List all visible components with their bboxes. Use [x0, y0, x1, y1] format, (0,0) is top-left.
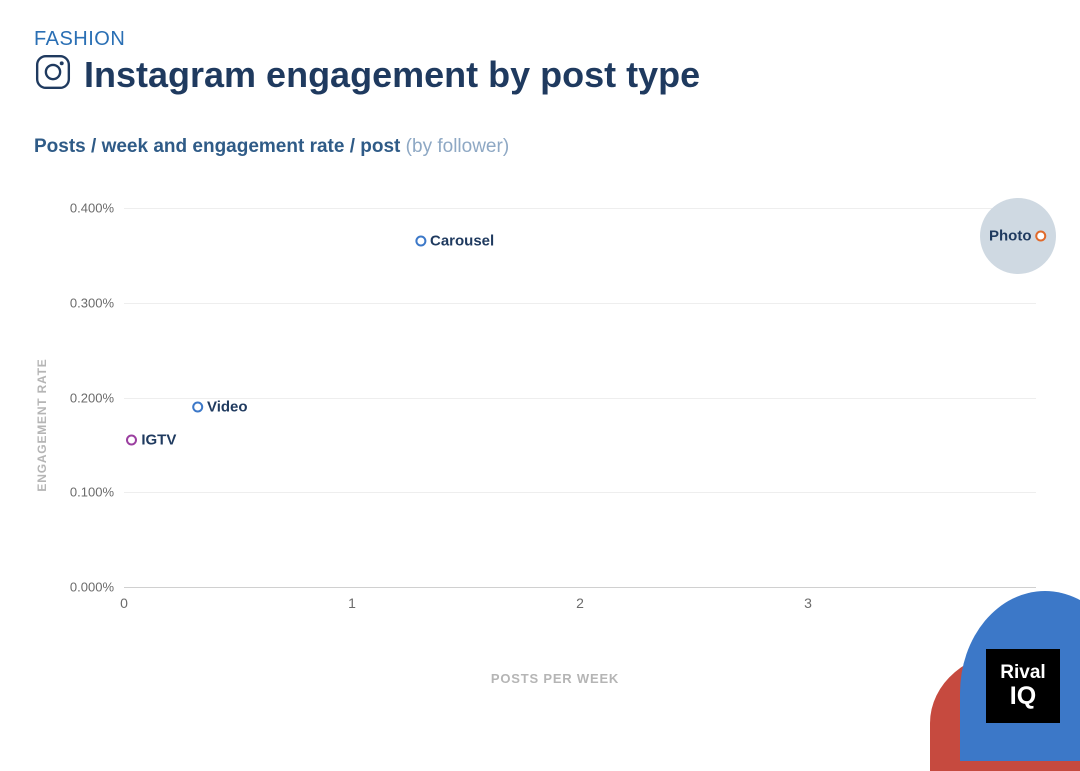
- scatter-chart: ENGAGEMENT RATE 0.000%0.100%0.200%0.300%…: [64, 208, 1046, 628]
- page-title: Instagram engagement by post type: [84, 54, 700, 96]
- subtitle-dim: (by follower): [406, 136, 509, 157]
- x-tick-label: 0: [120, 587, 128, 611]
- x-tick-label: 3: [804, 587, 812, 611]
- x-tick-label: 4: [1032, 587, 1040, 611]
- plot-area: 0.000%0.100%0.200%0.300%0.400%01234IGTVV…: [124, 208, 1036, 588]
- logo-blob-red: [930, 651, 1080, 771]
- data-point: IGTV: [126, 432, 176, 449]
- data-point: Photo: [989, 228, 1047, 245]
- y-tick-label: 0.400%: [70, 201, 124, 216]
- rivaliq-logo: Rival IQ: [986, 649, 1060, 723]
- marker-icon: [126, 435, 137, 446]
- title-row: Instagram engagement by post type: [34, 53, 1046, 96]
- gridline: [124, 303, 1036, 304]
- data-point: Video: [192, 398, 248, 415]
- subtitle-strong: Posts / week and engagement rate / post: [34, 136, 400, 157]
- y-tick-label: 0.000%: [70, 580, 124, 595]
- point-label: Video: [207, 398, 248, 415]
- gridline: [124, 208, 1036, 209]
- y-tick-label: 0.100%: [70, 485, 124, 500]
- marker-icon: [192, 401, 203, 412]
- chart-subtitle: Posts / week and engagement rate / post …: [34, 136, 1046, 158]
- data-point: Carousel: [415, 233, 494, 250]
- point-label: Carousel: [430, 233, 494, 250]
- x-axis-label: POSTS PER WEEK: [491, 671, 619, 686]
- logo-text-1: Rival: [1000, 663, 1045, 683]
- x-tick-label: 2: [576, 587, 584, 611]
- x-tick-label: 1: [348, 587, 356, 611]
- category-label: FASHION: [34, 28, 1046, 51]
- marker-icon: [1036, 231, 1047, 242]
- gridline: [124, 492, 1036, 493]
- point-label: IGTV: [141, 432, 176, 449]
- instagram-icon: [34, 53, 72, 96]
- logo-text-2: IQ: [1010, 683, 1036, 709]
- marker-icon: [415, 236, 426, 247]
- y-tick-label: 0.300%: [70, 295, 124, 310]
- gridline: [124, 398, 1036, 399]
- y-tick-label: 0.200%: [70, 390, 124, 405]
- y-axis-label: ENGAGEMENT RATE: [35, 358, 49, 491]
- point-label: Photo: [989, 228, 1032, 245]
